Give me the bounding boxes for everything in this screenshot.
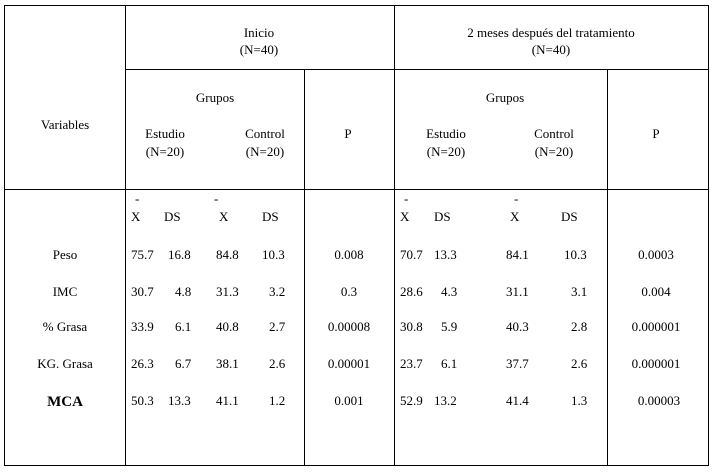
pos-ctl-ds-value: 2.8 (571, 319, 588, 334)
border-left (4, 5, 5, 466)
pos-ctl-xbar: - (514, 191, 519, 206)
pos-control-header: Control (534, 126, 574, 141)
ini-est-x-value: 75.7 (131, 247, 154, 262)
ini-ctl-x-value: 41.1 (216, 393, 239, 408)
border-variables-right (125, 5, 126, 466)
pos-p-value: 0.000001 (631, 356, 681, 371)
ini-est-ds-value: 16.8 (168, 247, 191, 262)
row-variable: KG. Grasa (37, 356, 93, 371)
row-variable: % Grasa (42, 319, 88, 334)
pos-control-n: (N=20) (534, 144, 574, 159)
ini-grupos-header: Grupos (195, 90, 235, 105)
pos-est-ds: DS (434, 209, 451, 224)
pos-ctl-ds-value: 10.3 (564, 247, 587, 262)
pos-est-ds-value: 4.3 (441, 284, 458, 299)
pos-ctl-ds: DS (561, 209, 578, 224)
pos-est-x-value: 23.7 (400, 356, 423, 371)
border-right (708, 5, 709, 466)
ini-p-header: P (344, 126, 352, 141)
ini-control-header: Control (245, 126, 285, 141)
ini-p-value: 0.001 (334, 393, 364, 408)
ini-ctl-ds-value: 2.7 (269, 319, 286, 334)
border-header-split (125, 69, 709, 70)
ini-est-ds-value: 13.3 (168, 393, 191, 408)
pos-est-ds-value: 5.9 (441, 319, 458, 334)
ini-est-x-value: 33.9 (131, 319, 154, 334)
ini-p-value: 0.3 (340, 284, 358, 299)
ini-ctl-ds-value: 10.3 (262, 247, 285, 262)
border-ini-p-left (304, 69, 305, 466)
despues-title: 2 meses después del tratamiento (467, 25, 635, 40)
ini-estudio-header: Estudio (145, 126, 185, 141)
ini-est-xbar: - (135, 191, 140, 206)
ini-ctl-ds-value: 1.2 (269, 393, 286, 408)
pos-ctl-x: X (510, 209, 520, 224)
ini-p-value: 0.008 (334, 247, 364, 262)
pos-est-ds-value: 13.3 (434, 247, 457, 262)
ini-control-n: (N=20) (245, 144, 285, 159)
ini-est-ds-value: 4.8 (175, 284, 192, 299)
row-variable: MCA (47, 394, 83, 410)
pos-estudio-header: Estudio (426, 126, 466, 141)
ini-ctl-x-value: 31.3 (216, 284, 239, 299)
pos-est-x-value: 28.6 (400, 284, 423, 299)
pos-est-x: X (400, 209, 410, 224)
ini-ctl-x-value: 40.8 (216, 319, 239, 334)
ini-ctl-x-value: 84.8 (216, 247, 239, 262)
pos-p-header: P (652, 126, 660, 141)
inicio-n: (N=40) (239, 42, 279, 57)
pos-est-x-value: 70.7 (400, 247, 423, 262)
variables-header: Variables (40, 117, 90, 132)
row-variable: IMC (52, 284, 78, 299)
pos-ctl-x-value: 84.1 (506, 247, 529, 262)
pos-p-value: 0.000001 (631, 319, 681, 334)
pos-ctl-ds-value: 3.1 (571, 284, 588, 299)
pos-grupos-header: Grupos (485, 90, 525, 105)
ini-ctl-ds-value: 3.2 (269, 284, 286, 299)
pos-ctl-x-value: 37.7 (506, 356, 529, 371)
border-header-bottom (4, 189, 709, 190)
pos-ctl-x-value: 31.1 (506, 284, 529, 299)
ini-p-value: 0.00001 (327, 356, 371, 371)
pos-est-ds-value: 6.1 (441, 356, 458, 371)
pos-ctl-x-value: 41.4 (506, 393, 529, 408)
ini-ctl-ds: DS (262, 209, 279, 224)
ini-est-x-value: 50.3 (131, 393, 154, 408)
ini-est-ds: DS (164, 209, 181, 224)
pos-estudio-n: (N=20) (426, 144, 466, 159)
pos-ctl-ds-value: 1.3 (571, 393, 588, 408)
border-top (4, 5, 709, 6)
border-bottom (4, 465, 709, 466)
pos-ctl-ds-value: 2.6 (571, 356, 588, 371)
ini-ctl-x: X (219, 209, 229, 224)
ini-est-ds-value: 6.1 (175, 319, 192, 334)
ini-est-x-value: 26.3 (131, 356, 154, 371)
pos-est-x-value: 30.8 (400, 319, 423, 334)
ini-est-x-value: 30.7 (131, 284, 154, 299)
ini-ctl-x-value: 38.1 (216, 356, 239, 371)
pos-ctl-x-value: 40.3 (506, 319, 529, 334)
border-pos-p-left (607, 69, 608, 466)
ini-ctl-ds-value: 2.6 (269, 356, 286, 371)
ini-est-x: X (131, 209, 141, 224)
inicio-title: Inicio (243, 25, 275, 40)
pos-est-ds-value: 13.2 (434, 393, 457, 408)
ini-est-ds-value: 6.7 (175, 356, 192, 371)
ini-estudio-n: (N=20) (145, 144, 185, 159)
pos-p-value: 0.00003 (637, 393, 681, 408)
ini-p-value: 0.00008 (327, 319, 371, 334)
border-period-split (394, 5, 395, 466)
row-variable: Peso (52, 247, 78, 262)
pos-p-value: 0.004 (641, 284, 671, 299)
pos-est-x-value: 52.9 (400, 393, 423, 408)
pos-est-xbar: - (404, 191, 409, 206)
ini-ctl-xbar: - (214, 191, 219, 206)
pos-p-value: 0.0003 (638, 247, 674, 262)
despues-n: (N=40) (531, 42, 571, 57)
